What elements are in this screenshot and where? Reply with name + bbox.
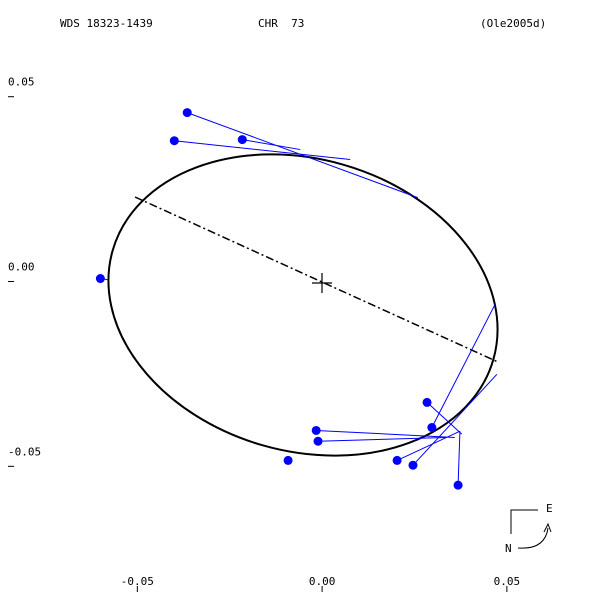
compass-arrow	[517, 527, 549, 549]
observation	[237, 135, 247, 145]
observation	[408, 460, 418, 470]
orbit-ellipse	[107, 153, 499, 457]
observation	[453, 480, 463, 490]
residual-line	[318, 436, 445, 442]
compass-arrowhead	[543, 522, 552, 533]
residual-line	[316, 429, 455, 438]
residual-line	[187, 112, 418, 199]
residual-line	[242, 139, 301, 151]
chart-subtitle: CHR 73	[258, 17, 304, 30]
y-tick-label: -0.05	[8, 445, 41, 458]
residual-line	[431, 304, 496, 428]
y-tick-label: 0.05	[8, 76, 35, 89]
observation	[427, 423, 437, 433]
observation	[422, 397, 432, 407]
residual-line	[426, 402, 463, 435]
observation	[182, 108, 192, 118]
x-tick-label: 0.05	[494, 575, 521, 588]
reference: (Ole2005d)	[480, 17, 546, 30]
residual-line	[412, 373, 498, 466]
line-of-nodes	[134, 196, 499, 363]
observation	[313, 436, 323, 446]
primary-star	[312, 273, 332, 293]
observation	[392, 455, 402, 465]
residual-line	[174, 140, 351, 161]
compass-north: N	[505, 542, 512, 555]
x-tick-label: -0.05	[121, 575, 154, 588]
compass-lines	[510, 509, 538, 534]
residual-line	[396, 430, 461, 461]
compass-east: E	[546, 502, 553, 515]
observation	[283, 455, 293, 465]
x-tick-label: 0.00	[309, 575, 336, 588]
observation	[169, 136, 179, 146]
y-tick-label: 0.00	[8, 261, 35, 274]
observation	[95, 274, 105, 284]
residual-line	[457, 431, 461, 486]
chart-title: WDS 18323-1439	[60, 17, 153, 30]
observation	[311, 425, 321, 435]
